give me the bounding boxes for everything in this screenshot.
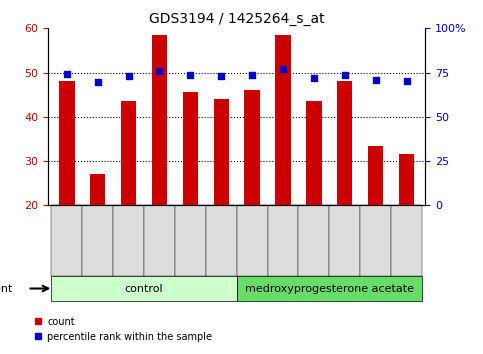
Point — [217, 73, 225, 79]
Point — [279, 66, 287, 72]
Bar — [175, 205, 206, 276]
Point — [310, 75, 318, 81]
Bar — [306, 101, 322, 205]
Text: control: control — [125, 284, 163, 293]
Point — [403, 78, 411, 83]
Bar — [59, 81, 74, 205]
Point — [63, 72, 71, 77]
Bar — [183, 92, 198, 205]
Bar — [152, 35, 167, 205]
Bar — [213, 99, 229, 205]
Bar — [51, 276, 237, 301]
Legend: count, percentile rank within the sample: count, percentile rank within the sample — [29, 313, 216, 346]
Text: agent: agent — [0, 284, 13, 293]
Bar — [237, 205, 268, 276]
Bar — [51, 205, 82, 276]
Bar — [391, 205, 422, 276]
Bar — [268, 205, 298, 276]
Point — [125, 73, 132, 79]
Bar — [121, 101, 136, 205]
Point — [372, 77, 380, 82]
Bar — [82, 205, 113, 276]
Point — [341, 73, 349, 78]
Bar — [90, 175, 105, 205]
Bar — [113, 205, 144, 276]
Point — [186, 73, 194, 78]
Bar — [329, 205, 360, 276]
Bar — [244, 90, 260, 205]
Bar — [298, 205, 329, 276]
Bar — [360, 205, 391, 276]
Point — [94, 80, 101, 85]
Text: medroxyprogesterone acetate: medroxyprogesterone acetate — [245, 284, 414, 293]
Bar — [337, 81, 353, 205]
Bar — [399, 154, 414, 205]
Bar — [237, 276, 422, 301]
Bar — [144, 205, 175, 276]
Point — [248, 73, 256, 78]
Title: GDS3194 / 1425264_s_at: GDS3194 / 1425264_s_at — [149, 12, 325, 26]
Point — [156, 68, 163, 74]
Bar — [368, 145, 384, 205]
Bar — [206, 205, 237, 276]
Bar — [275, 35, 291, 205]
